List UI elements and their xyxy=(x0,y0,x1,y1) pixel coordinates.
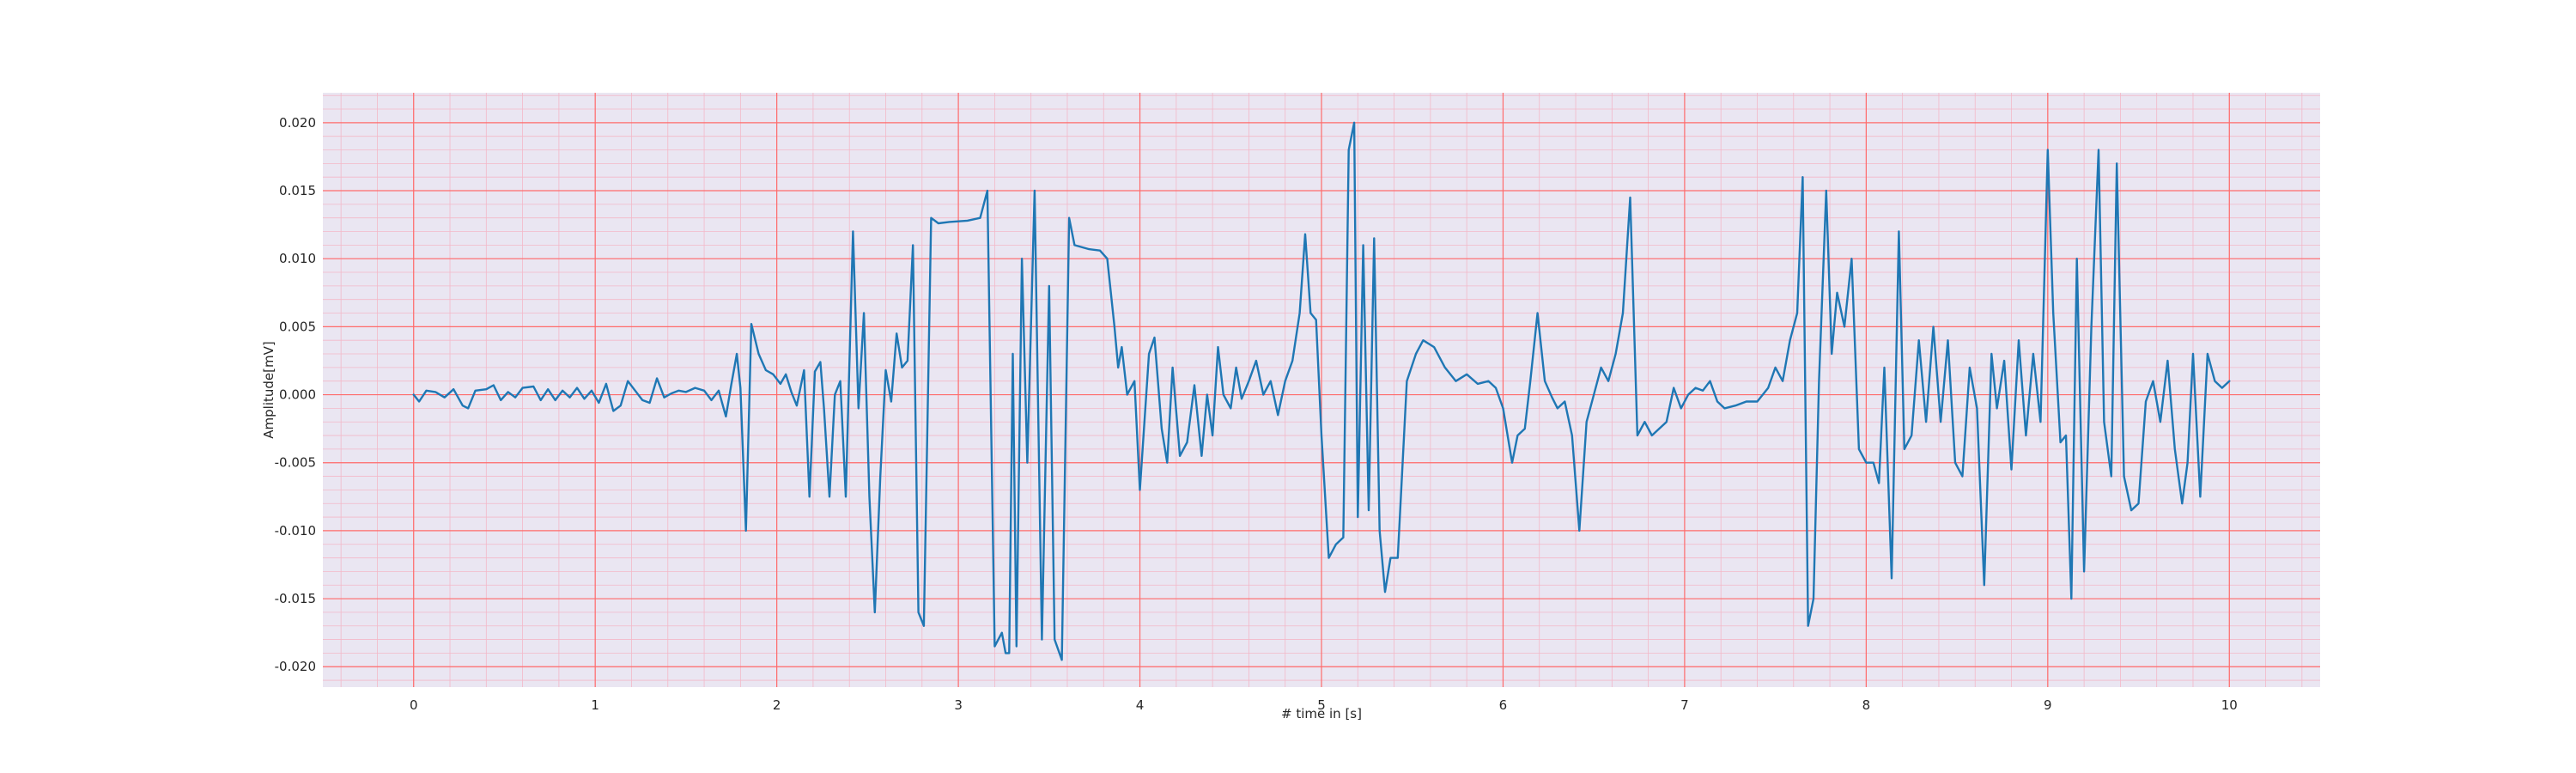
x-tick-label: 6 xyxy=(1499,697,1508,713)
y-tick-label: 0.010 xyxy=(279,251,316,266)
y-axis-label: Amplitude[mV] xyxy=(261,341,276,438)
signal-line xyxy=(412,121,2231,661)
y-tick-labels: -0.020 -0.015 -0.010 -0.005 0.000 0.005 0.010 0… xyxy=(275,115,316,674)
x-tick-label: 10 xyxy=(2221,697,2238,713)
y-tick-label: 0.015 xyxy=(279,183,316,198)
major-grid xyxy=(323,93,2320,687)
y-tick-label: -0.005 xyxy=(275,455,316,471)
x-tick-label: 3 xyxy=(954,697,963,713)
x-tick-label: 7 xyxy=(1680,697,1689,713)
x-tick-label: 8 xyxy=(1862,697,1871,713)
x-tick-label: 2 xyxy=(773,697,781,713)
y-tick-label: -0.015 xyxy=(275,591,316,606)
series-group xyxy=(412,121,2231,661)
x-tick-label: 9 xyxy=(2044,697,2052,713)
x-axis-label: # time in [s] xyxy=(1281,706,1362,721)
x-tick-label: 0 xyxy=(410,697,418,713)
x-tick-labels: 0 1 2 3 4 5 6 7 8 9 10 xyxy=(410,697,2238,713)
y-tick-label: 0.000 xyxy=(279,387,316,403)
x-tick-label: 5 xyxy=(1317,697,1326,713)
y-tick-label: 0.020 xyxy=(279,115,316,131)
x-tick-label: 4 xyxy=(1136,697,1145,713)
y-tick-label: 0.005 xyxy=(279,319,316,334)
y-tick-label: -0.020 xyxy=(275,659,316,674)
y-tick-label: -0.010 xyxy=(275,523,316,539)
x-tick-label: 1 xyxy=(591,697,599,713)
